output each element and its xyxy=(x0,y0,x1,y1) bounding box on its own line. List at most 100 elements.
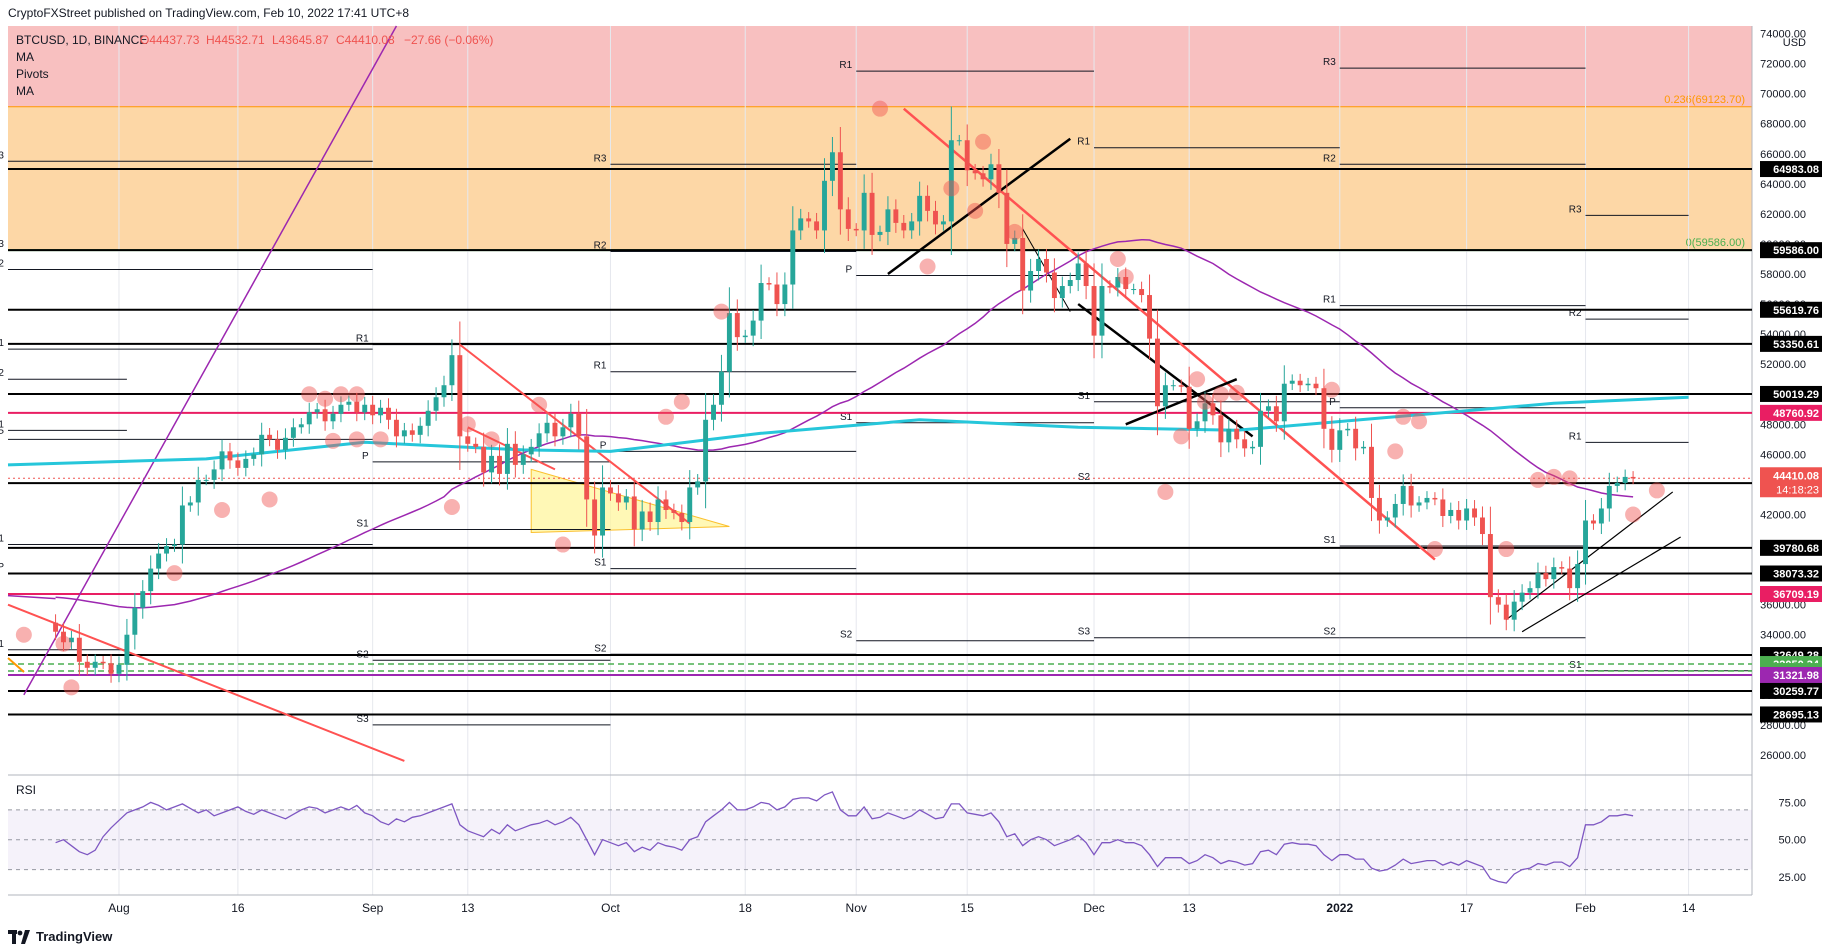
candle-body xyxy=(552,422,558,437)
red-descending-trendline-left xyxy=(7,603,405,762)
candle-body xyxy=(1456,509,1462,521)
price-tick-label: 70000.00 xyxy=(1760,89,1806,101)
touch-marker xyxy=(919,258,936,275)
candle-body xyxy=(933,210,938,225)
channel-upper xyxy=(1505,491,1674,621)
candle-body xyxy=(1154,338,1160,407)
time-tick-label: Nov xyxy=(846,901,867,915)
candle-body xyxy=(1567,568,1573,589)
rsi-tick-label: 75.00 xyxy=(1778,797,1806,809)
touch-marker xyxy=(1529,471,1546,488)
tradingview-logo-icon xyxy=(8,930,30,944)
rsi-line xyxy=(55,791,1634,884)
touch-marker xyxy=(301,386,318,403)
candle-body xyxy=(1162,385,1168,407)
candle-body xyxy=(481,446,487,473)
candle-body xyxy=(948,140,954,222)
pivot-label: S2 xyxy=(594,643,607,654)
candle-body xyxy=(1131,289,1137,291)
candle-body xyxy=(885,209,891,232)
candle-body xyxy=(853,228,859,231)
touch-marker xyxy=(1426,541,1443,558)
price-tick-label: 74000.00 xyxy=(1760,29,1806,41)
candle-body xyxy=(53,622,59,632)
pivot-label: R1 xyxy=(0,419,4,430)
pivot-label: R3 xyxy=(0,239,4,250)
candle-body xyxy=(235,460,241,468)
candle-body xyxy=(1004,192,1010,244)
pivot-label: S1 xyxy=(1078,391,1091,402)
candle-body xyxy=(116,664,122,674)
candle-body xyxy=(1305,383,1311,386)
pivot-label: R2 xyxy=(594,240,607,251)
chart-canvas[interactable]: 0.236(69123.70)0(59586.00) R3R3R2R1PS1S2… xyxy=(0,0,1834,926)
candle-body xyxy=(750,320,756,336)
level-tag-value: 30259.77 xyxy=(1773,686,1819,698)
touch-marker xyxy=(1117,269,1134,286)
candle-body xyxy=(1448,509,1454,516)
candle-body xyxy=(504,443,510,474)
ma-fast-line xyxy=(55,238,1634,609)
pivot-label: S1 xyxy=(1324,535,1337,546)
touch-marker xyxy=(554,536,571,553)
candle-body xyxy=(1313,383,1319,389)
footer: TradingView xyxy=(8,926,112,948)
candle-body xyxy=(1535,573,1541,589)
candle-body xyxy=(370,404,376,416)
level-tag-value: 39780.68 xyxy=(1773,543,1819,555)
touch-marker xyxy=(1212,386,1229,403)
candle-body xyxy=(925,195,931,211)
candle-body xyxy=(1337,430,1343,450)
candle-body xyxy=(1543,573,1549,580)
candle-body xyxy=(1234,428,1240,440)
candle-body xyxy=(497,455,502,474)
candle-body xyxy=(671,509,677,513)
price-tick-label: 66000.00 xyxy=(1760,149,1806,161)
price-tick-label: 28000.00 xyxy=(1760,720,1806,732)
candle-body xyxy=(647,511,653,522)
pivot-label: S1 xyxy=(1569,660,1582,671)
fib-label-0: 0(59586.00) xyxy=(1686,237,1745,249)
candle-body xyxy=(1353,428,1359,449)
candle-body xyxy=(964,140,970,171)
candle-body xyxy=(592,499,598,536)
touch-marker xyxy=(214,501,231,518)
time-axis: Aug 16 Sep 13 Oct 18 Nov 15 Dec 13 2022 17 Feb 14 xyxy=(108,901,1695,915)
candle-body xyxy=(1099,286,1105,336)
candle-body xyxy=(1258,410,1263,447)
candle-body xyxy=(1242,439,1248,449)
level-tag-bg xyxy=(1760,565,1822,582)
candle-body xyxy=(639,511,645,530)
candle-body xyxy=(782,284,788,305)
time-tick-label: Feb xyxy=(1575,901,1596,915)
candle-body xyxy=(861,192,867,231)
candle-body xyxy=(417,425,423,435)
legend: BTCUSD, 1D, BINANCE O44437.73 H44532.71 … xyxy=(16,33,493,98)
pivot-label: R1 xyxy=(0,338,4,349)
legend-close: C44410.08 xyxy=(336,33,395,47)
pivot-label: S1 xyxy=(0,639,4,650)
candle-body xyxy=(187,502,193,506)
pivot-label: S1 xyxy=(840,412,853,423)
pivot-label: R1 xyxy=(1569,431,1582,442)
level-tag-bg xyxy=(1760,335,1822,352)
touch-marker xyxy=(372,431,389,448)
candle-body xyxy=(172,544,177,547)
candle-body xyxy=(814,221,820,231)
candle-body xyxy=(148,568,154,592)
touch-markers xyxy=(15,100,1665,696)
candle-body xyxy=(132,607,138,635)
touch-marker xyxy=(1561,470,1578,487)
purple-trendline xyxy=(23,25,398,696)
candle-body xyxy=(877,231,883,235)
level-tag-bg xyxy=(1760,586,1822,603)
candle-body xyxy=(275,439,280,450)
candle-body xyxy=(211,469,217,480)
legend-indicator-ma-2: MA xyxy=(16,84,34,98)
candle-body xyxy=(1178,385,1184,387)
pivot-label: R3 xyxy=(0,150,4,161)
price-tick-label: 68000.00 xyxy=(1760,119,1806,131)
legend-indicator-ma: MA xyxy=(16,50,34,64)
pivot-label: R3 xyxy=(1323,57,1336,68)
level-tag-value: 38073.32 xyxy=(1773,569,1819,581)
